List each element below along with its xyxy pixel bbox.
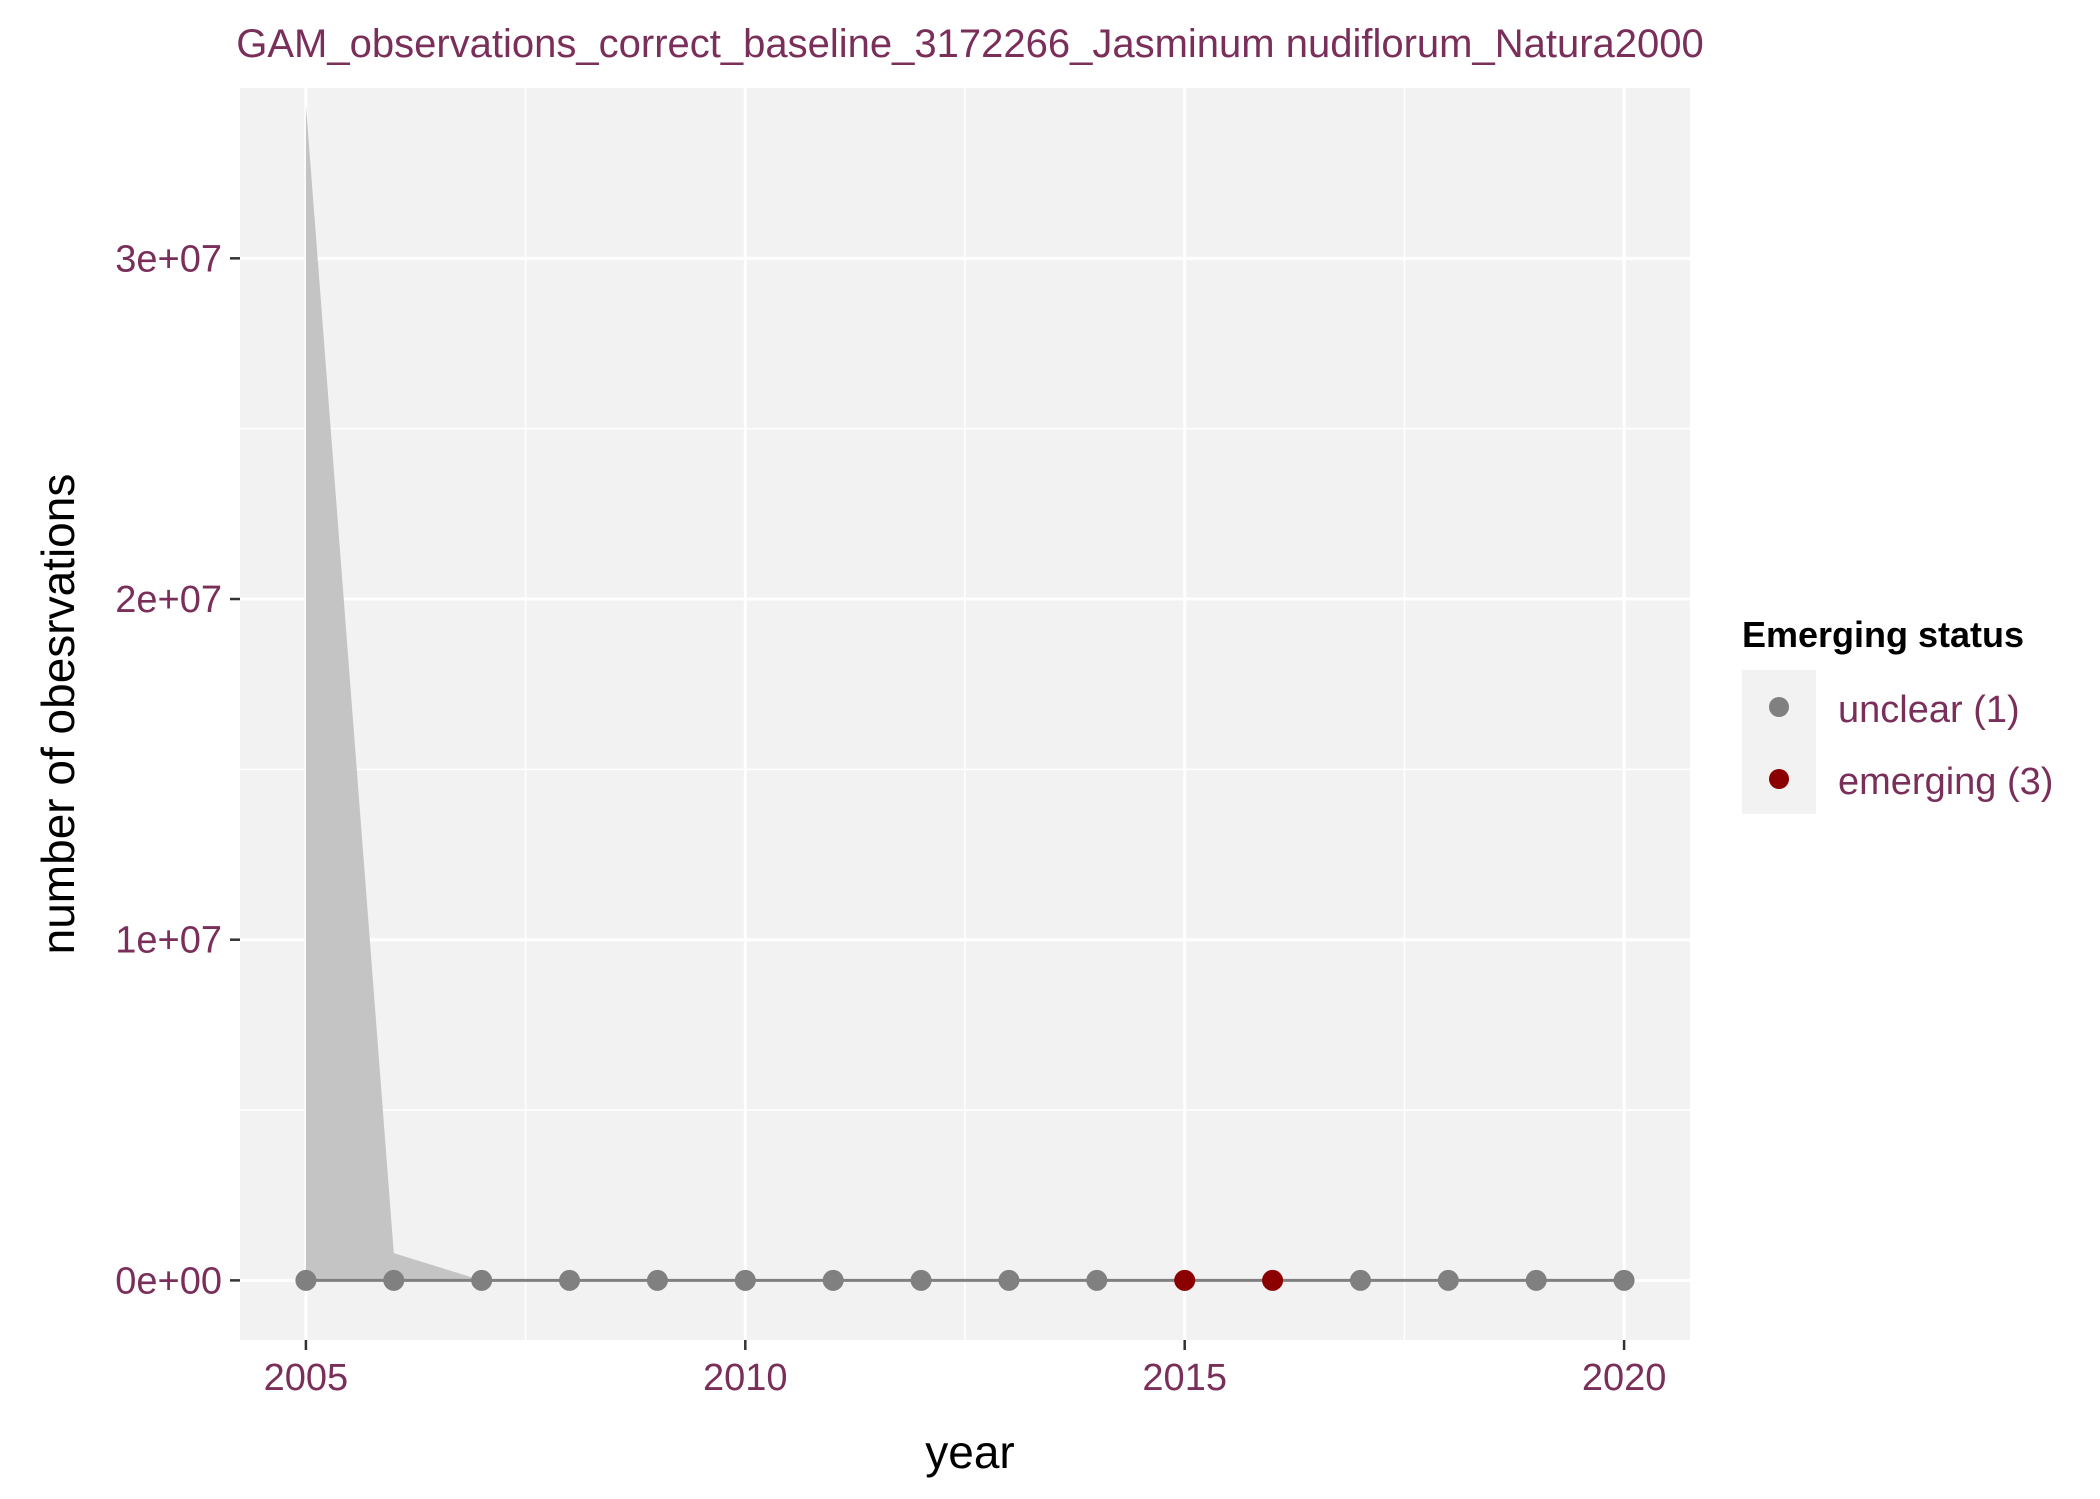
data-point-2006	[383, 1269, 405, 1291]
legend-title: Emerging status	[1742, 614, 2024, 655]
legend-label-emerging: emerging (3)	[1838, 761, 2053, 803]
x-tick-label: 2015	[1142, 1357, 1227, 1399]
data-point-2012	[910, 1269, 932, 1291]
x-tick-label: 2020	[1582, 1357, 1667, 1399]
legend: Emerging status unclear (1) emerging (3)	[1742, 614, 2053, 814]
data-point-2010	[734, 1269, 756, 1291]
data-point-2009	[646, 1269, 668, 1291]
axes: 2005 2010 2015 2020 0e+00 1e+07 2e+07 3e+07	[115, 238, 1666, 1399]
data-point-2011	[822, 1269, 844, 1291]
legend-key-unclear	[1769, 697, 1789, 717]
x-tick-label: 2010	[703, 1357, 788, 1399]
data-point-2015	[1174, 1269, 1196, 1291]
data-point-2017	[1349, 1269, 1371, 1291]
legend-label-unclear: unclear (1)	[1838, 689, 2020, 731]
data-point-2007	[471, 1269, 493, 1291]
data-point-2005	[295, 1269, 317, 1291]
legend-key-emerging	[1769, 769, 1789, 789]
data-point-2008	[559, 1269, 581, 1291]
data-point-2018	[1437, 1269, 1459, 1291]
data-points-group	[295, 1269, 1635, 1291]
data-point-2013	[998, 1269, 1020, 1291]
data-point-2020	[1613, 1269, 1635, 1291]
x-tick-label: 2005	[264, 1357, 349, 1399]
x-axis-title: year	[925, 1426, 1014, 1478]
chart-title: GAM_observations_correct_baseline_317226…	[236, 22, 1704, 66]
data-point-2016	[1262, 1269, 1284, 1291]
data-point-2019	[1525, 1269, 1547, 1291]
y-tick-label: 0e+00	[115, 1260, 222, 1302]
y-tick-label: 3e+07	[115, 238, 222, 280]
data-point-2014	[1086, 1269, 1108, 1291]
legend-key-background	[1742, 670, 1816, 814]
y-axis-title: number of obesrvations	[32, 474, 84, 955]
y-tick-label: 1e+07	[115, 920, 222, 962]
y-tick-label: 2e+07	[115, 579, 222, 621]
